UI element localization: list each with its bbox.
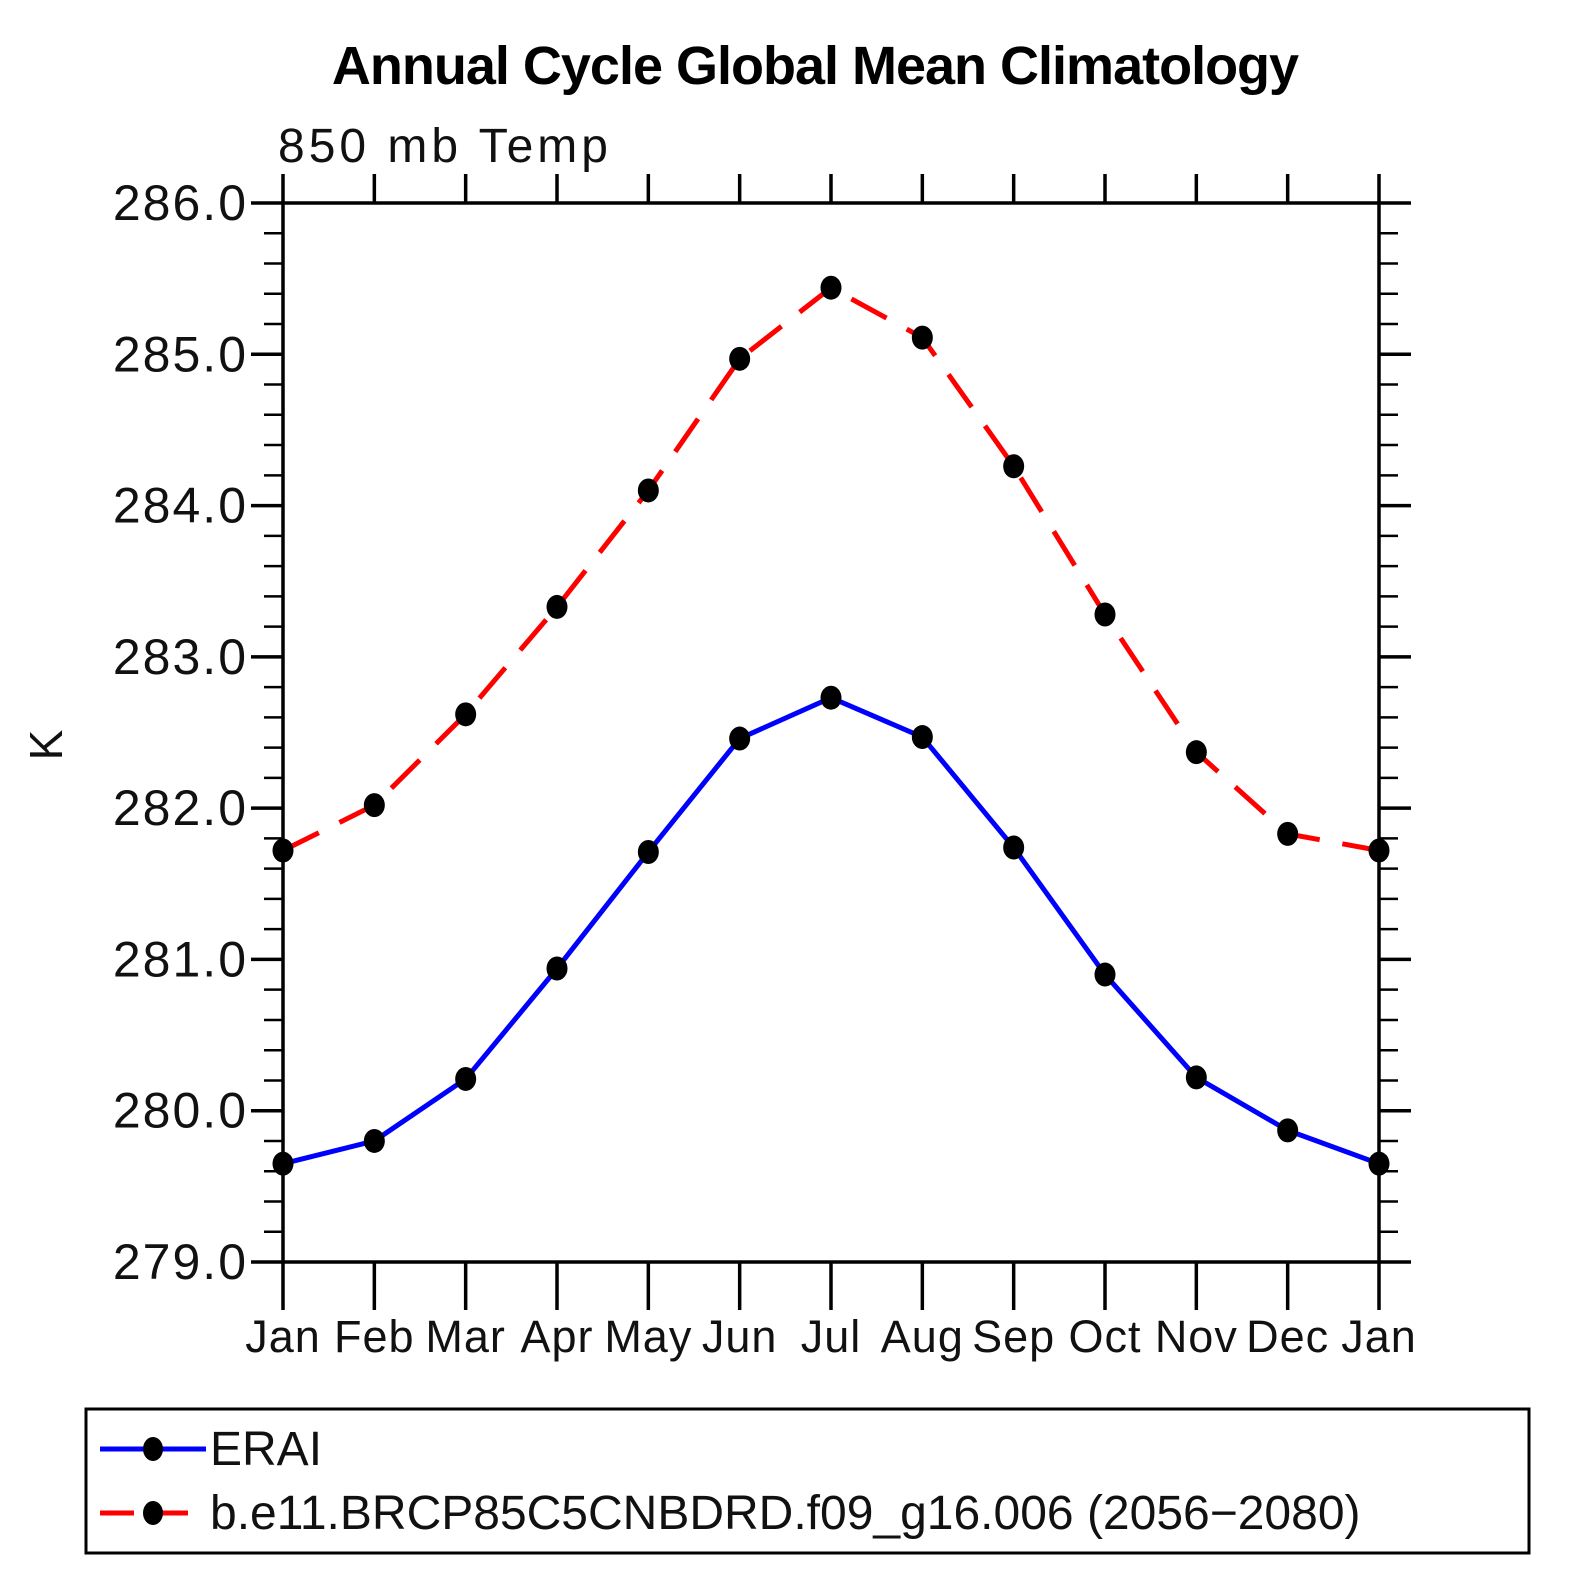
legend-border — [84, 1407, 1531, 1555]
y-axis-tick-labels: 286.0 285.0 284.0 283.0 282.0 281.0 280.0 279.0 — [113, 175, 248, 1290]
data-point-marker — [455, 702, 477, 727]
x-tick-label: Feb — [334, 1311, 415, 1362]
data-point-marker — [455, 1066, 477, 1091]
y-tick-label: 282.0 — [113, 780, 248, 836]
y-tick-label: 285.0 — [113, 326, 248, 382]
y-tick-label: 279.0 — [113, 1234, 248, 1290]
data-point-marker — [1003, 454, 1025, 479]
data-point-marker — [363, 793, 385, 818]
data-point-marker — [637, 840, 659, 865]
data-point-marker — [546, 594, 568, 619]
y-axis-title: K — [20, 729, 72, 760]
data-point-marker — [729, 726, 751, 751]
legend-marker-icon — [143, 1437, 163, 1461]
data-point-marker — [1003, 835, 1025, 860]
x-axis-tick-labels: Jan Feb Mar Apr May Jun Jul Aug Sep Oct Nov Dec Jan — [245, 1311, 1417, 1362]
x-axis-ticks — [281, 174, 1381, 1310]
legend-marker-icon — [143, 1501, 163, 1525]
x-tick-label: Jan — [1341, 1311, 1417, 1362]
x-tick-label: Sep — [972, 1311, 1055, 1362]
x-tick-label: Jul — [801, 1311, 862, 1362]
data-point-marker — [911, 725, 933, 750]
data-point-marker — [1185, 740, 1207, 765]
x-tick-label: Aug — [881, 1311, 964, 1362]
data-point-marker — [820, 685, 842, 710]
data-point-marker — [1277, 821, 1299, 846]
data-point-marker — [1185, 1065, 1207, 1090]
chart-subtitle: 850 mb Temp — [278, 120, 612, 173]
y-tick-label: 284.0 — [113, 478, 248, 534]
y-tick-label: 286.0 — [113, 175, 248, 231]
data-point-marker — [1277, 1118, 1299, 1143]
legend-box: ERAI b.e11.BRCP85C5CNBDRD.f09_g16.006 (2… — [84, 1407, 1531, 1555]
y-tick-label: 280.0 — [113, 1083, 248, 1139]
x-tick-label: Jan — [245, 1311, 321, 1362]
chart-title: Annual Cycle Global Mean Climatology — [332, 36, 1299, 96]
x-tick-label: May — [604, 1311, 692, 1362]
x-tick-label: Mar — [425, 1311, 506, 1362]
x-tick-label: Jun — [702, 1311, 778, 1362]
y-tick-label: 283.0 — [113, 629, 248, 685]
x-tick-label: Nov — [1155, 1311, 1238, 1362]
data-point-marker — [363, 1128, 385, 1153]
legend-label-erai: ERAI — [210, 1423, 322, 1476]
y-axis-ticks — [251, 201, 1411, 1264]
data-point-marker — [546, 956, 568, 981]
legend-label-model: b.e11.BRCP85C5CNBDRD.f09_g16.006 (2056−2… — [210, 1487, 1361, 1540]
x-tick-label: Dec — [1246, 1311, 1329, 1362]
data-point-marker — [637, 478, 659, 503]
data-point-marker — [820, 275, 842, 300]
data-point-marker — [1094, 962, 1116, 987]
x-tick-label: Oct — [1068, 1311, 1141, 1362]
data-point-marker — [1094, 602, 1116, 627]
plot-frame — [281, 201, 1381, 1264]
legend-entry-model: b.e11.BRCP85C5CNBDRD.f09_g16.006 (2056−2… — [100, 1487, 1361, 1540]
data-point-marker — [729, 346, 751, 371]
legend-entry-erai: ERAI — [100, 1423, 322, 1476]
x-tick-label: Apr — [520, 1311, 593, 1362]
y-tick-label: 281.0 — [113, 931, 248, 987]
data-point-marker — [911, 325, 933, 350]
